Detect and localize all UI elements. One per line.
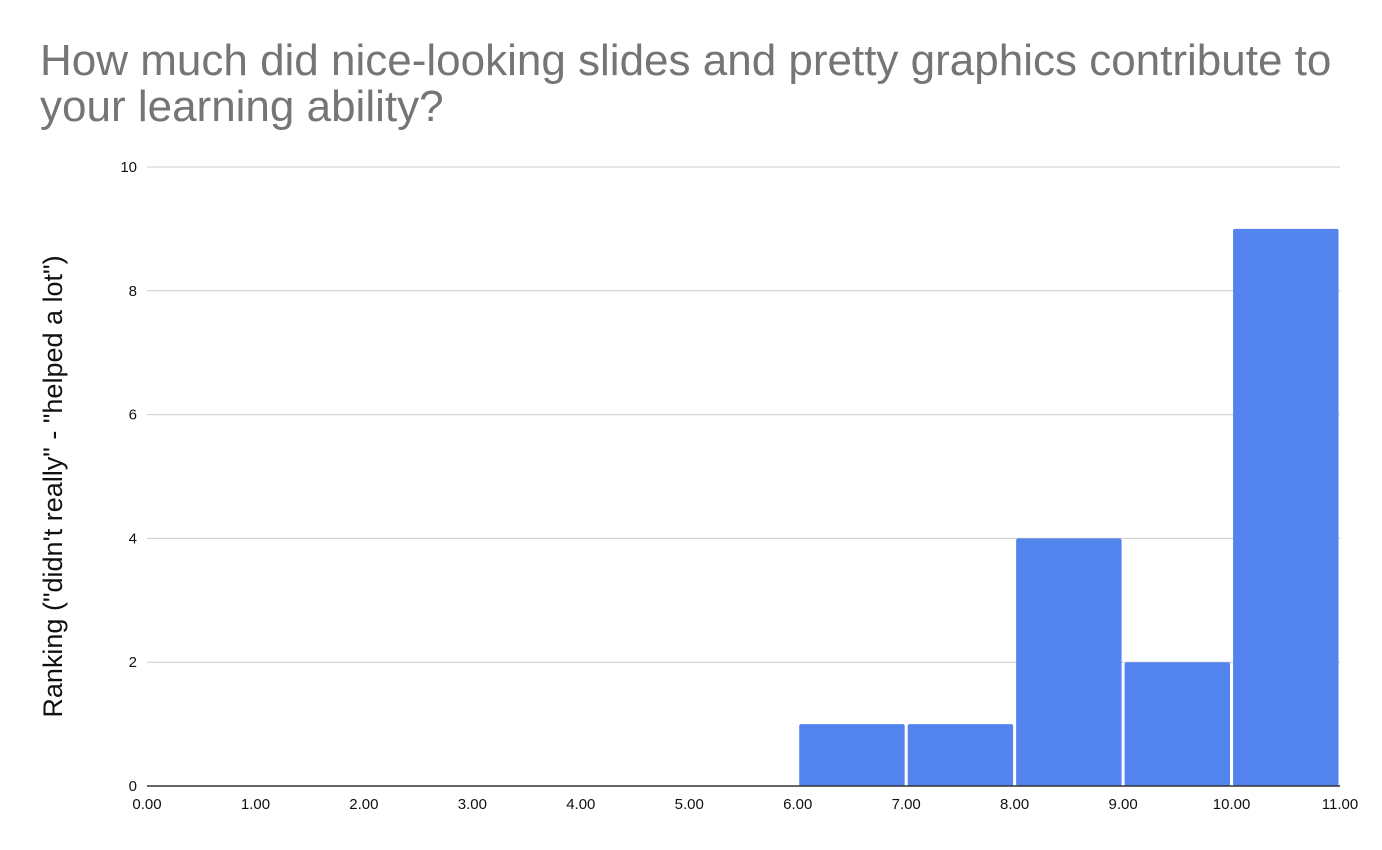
- x-tick-label: 2.00: [349, 796, 378, 813]
- x-tick-label: 3.00: [458, 796, 487, 813]
- y-tick-label: 0: [129, 778, 137, 795]
- y-tick-labels: 0 2 4 6 8 10: [120, 159, 137, 795]
- y-tick-label: 6: [129, 407, 137, 424]
- histogram-bar: [1233, 228, 1339, 786]
- x-tick-labels: 0.00 1.00 2.00 3.00 4.00 5.00 6.00 7.00 8.00 9.00…: [132, 796, 1358, 813]
- x-tick-label: 4.00: [566, 796, 595, 813]
- y-tick-label: 2: [129, 654, 137, 671]
- x-tick-label: 7.00: [892, 796, 921, 813]
- y-tick-label: 10: [120, 159, 137, 176]
- x-tick-label: 0.00: [132, 796, 161, 813]
- x-tick-label: 8.00: [1000, 796, 1029, 813]
- y-axis-label: Ranking ("didn't really" - "helped a lot…: [38, 255, 68, 717]
- y-tick-label: 4: [129, 530, 137, 547]
- x-tick-label: 11.00: [1322, 796, 1358, 813]
- x-tick-label: 10.00: [1213, 796, 1251, 813]
- bars: [799, 228, 1339, 786]
- x-tick-label: 9.00: [1108, 796, 1137, 813]
- histogram-bar: [799, 724, 905, 786]
- chart-title: How much did nice-looking slides and pre…: [40, 36, 1332, 131]
- x-tick-label: 1.00: [241, 796, 270, 813]
- y-tick-label: 8: [129, 283, 137, 300]
- gridlines: [147, 166, 1340, 663]
- x-tick-label: 6.00: [783, 796, 812, 813]
- histogram-bar: [1124, 662, 1231, 786]
- histogram-bar: [907, 724, 1014, 786]
- histogram-bar: [1016, 538, 1122, 786]
- x-tick-label: 5.00: [675, 796, 704, 813]
